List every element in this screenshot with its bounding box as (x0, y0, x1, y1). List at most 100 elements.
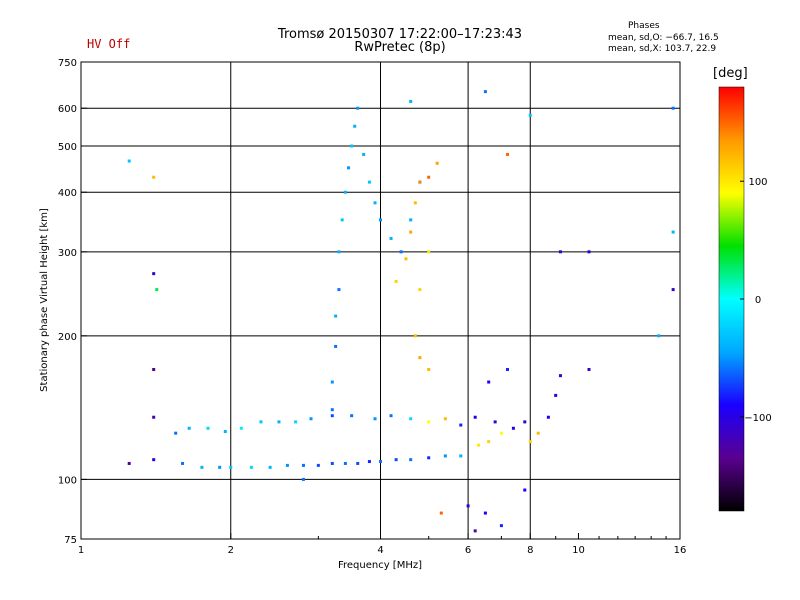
echo-point (487, 380, 491, 384)
echo-point (389, 414, 393, 418)
echo-point (350, 144, 354, 148)
echo-point (316, 463, 320, 467)
echo-point (152, 367, 156, 371)
echo-point (259, 420, 263, 424)
echo-point (309, 417, 313, 421)
echo-point (409, 218, 413, 222)
echo-point (347, 166, 351, 170)
echo-point (337, 288, 341, 292)
echo-point (505, 152, 509, 156)
echo-point (466, 504, 470, 508)
echo-point (427, 456, 431, 460)
echo-point (356, 106, 360, 110)
x-tick-label: 8 (527, 545, 533, 556)
echo-point (427, 367, 431, 371)
echo-point (523, 420, 527, 424)
x-tick-label: 2 (228, 545, 234, 556)
colorbar-tick-label: −100 (744, 413, 771, 424)
echo-point (554, 393, 558, 397)
echo-point (473, 529, 477, 533)
echo-point (443, 454, 447, 458)
echo-point (181, 461, 185, 465)
echo-point (223, 430, 227, 434)
echo-point (379, 460, 382, 464)
echo-point (439, 511, 443, 515)
echo-point (657, 334, 661, 338)
echo-point (362, 152, 366, 156)
echo-point (218, 465, 222, 469)
echo-point (671, 288, 675, 292)
echo-point (379, 218, 382, 222)
echo-point (427, 420, 431, 424)
echo-point (174, 431, 178, 435)
echo-point (367, 180, 371, 184)
echo-point (409, 99, 413, 103)
colorbar-unit-label: [deg] (713, 66, 748, 81)
echo-point (528, 440, 532, 444)
echo-point (330, 461, 334, 465)
echo-point (404, 257, 408, 261)
y-tick-label: 100 (58, 475, 77, 486)
echo-point (528, 113, 532, 117)
hv-status-text: HV Off (87, 37, 131, 51)
colorbar-tick-label: 100 (748, 177, 767, 188)
y-tick-label: 400 (58, 188, 77, 199)
phases-heading: Phases (628, 21, 660, 31)
echo-point (389, 236, 393, 240)
echo-point (301, 477, 305, 481)
y-tick-label: 500 (58, 142, 77, 153)
chart-title: Tromsø 20150307 17:22:00–17:23:43 (277, 27, 523, 42)
echo-point (350, 414, 354, 418)
echo-point (493, 420, 497, 424)
echo-point (483, 90, 487, 94)
y-tick-label: 750 (58, 58, 77, 69)
echo-point (337, 250, 341, 254)
x-axis-label: Frequency [MHz] (338, 560, 422, 571)
echo-point (152, 175, 156, 179)
echo-point (394, 458, 398, 462)
echo-point (587, 367, 591, 371)
echo-point (330, 408, 334, 412)
y-tick-label: 75 (64, 535, 77, 546)
echo-point (671, 230, 675, 234)
echo-point (367, 460, 371, 464)
echo-point (334, 344, 338, 348)
echo-point (536, 431, 540, 435)
echo-point (546, 415, 550, 419)
echo-point (200, 465, 204, 469)
echo-point (473, 415, 477, 419)
echo-point (187, 426, 191, 430)
echo-point (249, 465, 253, 469)
echo-point (558, 374, 562, 378)
echo-point (206, 426, 210, 430)
echo-point (435, 161, 439, 165)
echo-point (127, 461, 131, 465)
echo-point (399, 250, 403, 254)
echo-point (459, 423, 463, 427)
echo-point (477, 443, 481, 447)
echo-point (239, 426, 243, 430)
echo-point (373, 417, 377, 421)
echo-point (340, 218, 344, 222)
echo-point (483, 511, 487, 515)
echo-point (294, 420, 298, 424)
phases-o-stats: mean, sd,O: −66.7, 16.5 (608, 33, 719, 43)
echo-point (671, 106, 675, 110)
echo-point (499, 524, 503, 528)
echo-point (394, 279, 398, 283)
echo-point (418, 180, 422, 184)
echo-point (127, 159, 131, 163)
echo-point (343, 461, 347, 465)
chart-subtitle: RwPretec (8p) (354, 40, 446, 55)
echo-point (277, 420, 281, 424)
echo-point (418, 356, 422, 360)
x-tick-label: 4 (377, 545, 383, 556)
echo-point (427, 250, 431, 254)
y-tick-label: 600 (58, 104, 77, 115)
echo-point (558, 250, 562, 254)
echo-point (459, 454, 463, 458)
x-tick-label: 10 (572, 545, 585, 556)
echo-point (155, 288, 159, 292)
echo-point (285, 463, 289, 467)
